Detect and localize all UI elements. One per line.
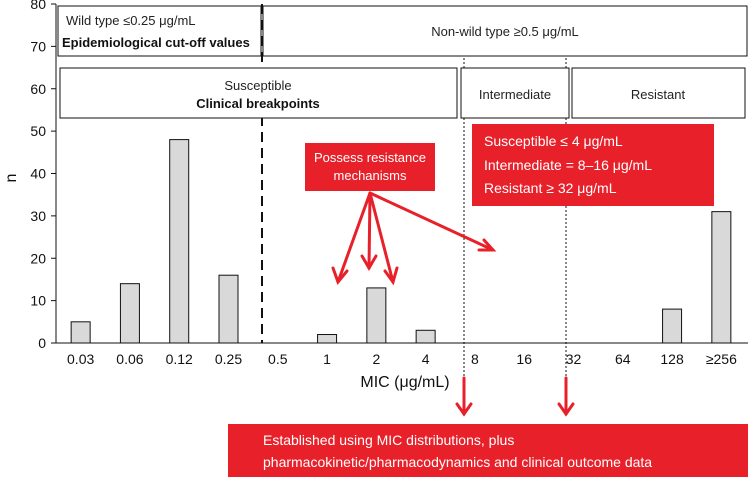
non-wild-type-box	[262, 5, 748, 57]
non-wild-type-label: Non-wild type ≥0.5 μg/mL	[431, 24, 579, 39]
established-line2: pharmacokinetic/pharmacodynamics and cli…	[263, 454, 652, 470]
intermediate-box	[460, 67, 570, 119]
y-tick-label: 10	[30, 293, 46, 309]
x-axis-ticks: 0.03 0.06 0.12 0.25 0.5 1 2 4 8 16 32 64 128 ≥256	[67, 351, 737, 367]
bar-0.03	[70, 321, 91, 344]
x-tick-label: 16	[516, 351, 532, 367]
breakpoint-intermediate: Intermediate = 8–16 μg/mL	[484, 157, 652, 173]
ecoff-label: Epidemiological cut-off values	[62, 35, 250, 50]
y-tick-label: 20	[30, 250, 46, 266]
bar-4	[415, 329, 436, 344]
x-tick-label: 32	[566, 351, 582, 367]
x-tick-label: 128	[660, 351, 684, 367]
susceptible-box	[59, 67, 458, 119]
y-tick-label: 50	[30, 123, 46, 139]
x-tick-label: 0.03	[67, 351, 94, 367]
resistance-mechanisms-callout	[305, 143, 435, 191]
breakpoint-values-callout	[472, 124, 714, 206]
bars	[70, 139, 732, 344]
bar-0.06	[119, 283, 140, 344]
breakpoint-susceptible: Susceptible ≤ 4 μg/mL	[484, 133, 623, 149]
clinical-breakpoints-label: Clinical breakpoints	[196, 96, 320, 111]
resistance-arrows	[331, 191, 497, 286]
bar-1	[317, 334, 338, 344]
x-tick-label: 0.12	[166, 351, 193, 367]
resistance-mechanisms-line2: mechanisms	[334, 168, 407, 183]
y-tick-label: 0	[38, 335, 46, 351]
resistance-mechanisms-line1: Possess resistance	[314, 150, 426, 165]
y-tick-label: 70	[30, 38, 46, 54]
x-tick-label: 1	[323, 351, 331, 367]
x-tick-label: 0.5	[268, 351, 288, 367]
susceptible-label: Susceptible	[224, 78, 291, 93]
bar-2	[366, 287, 387, 344]
wild-type-box	[57, 5, 262, 57]
resistant-box	[571, 67, 746, 119]
bar-≥256	[711, 211, 732, 344]
bar-0.12	[169, 139, 190, 344]
established-line1: Established using MIC distributions, plu…	[263, 432, 514, 448]
y-tick-label: 30	[30, 208, 46, 224]
x-tick-label: 8	[471, 351, 479, 367]
x-tick-label: ≥256	[706, 351, 737, 367]
established-callout	[228, 424, 748, 477]
bar-0.25	[218, 274, 239, 344]
x-tick-label: 0.06	[116, 351, 143, 367]
wild-type-label: Wild type ≤0.25 μg/mL	[66, 13, 196, 28]
y-axis-ticks: 0 10 20 30 40 50 60 70 80	[30, 0, 56, 351]
x-tick-label: 64	[615, 351, 631, 367]
x-axis-title: MIC (μg/mL)	[360, 374, 449, 391]
y-axis-title: n	[3, 174, 20, 183]
x-tick-label: 4	[422, 351, 430, 367]
x-tick-label: 0.25	[215, 351, 242, 367]
established-arrows	[455, 376, 575, 417]
y-tick-label: 60	[30, 81, 46, 97]
resistant-label: Resistant	[631, 87, 686, 102]
y-tick-label: 80	[30, 0, 46, 12]
y-tick-label: 40	[30, 166, 46, 182]
bar-128	[662, 308, 683, 344]
x-tick-label: 2	[372, 351, 380, 367]
intermediate-label: Intermediate	[479, 87, 551, 102]
breakpoint-resistant: Resistant ≥ 32 μg/mL	[484, 180, 617, 196]
